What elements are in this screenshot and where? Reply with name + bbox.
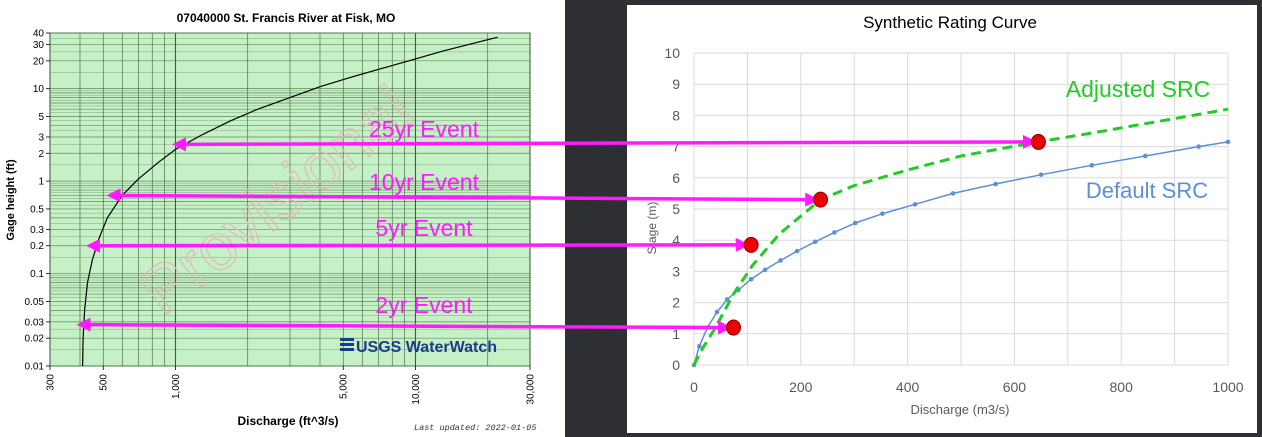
- right-chart-title: Synthetic Rating Curve: [863, 13, 1037, 32]
- right-x-tick-label: 200: [789, 379, 813, 395]
- default-src-point: [832, 230, 837, 235]
- adjusted-src-label: Adjusted SRC: [1066, 76, 1210, 102]
- default-src-point: [697, 343, 702, 349]
- left-y-tick-label: 0.02: [25, 334, 45, 345]
- right-y-tick-label: 7: [672, 139, 680, 155]
- default-src-point: [852, 220, 858, 226]
- left-x-tick-label: 5,000: [339, 374, 350, 399]
- default-src-point: [993, 181, 999, 187]
- right-y-tick-label: 9: [672, 76, 680, 92]
- usgs-logo-text: USGS WaterWatch: [356, 339, 497, 356]
- event-label: 10yr Event: [369, 169, 480, 195]
- left-y-tick-label: 3: [38, 132, 44, 143]
- default-src-line: [693, 141, 1229, 366]
- event-point: [813, 191, 829, 208]
- left-x-tick-label: 10,000: [411, 374, 422, 405]
- right-x-ticks: 0 200 400 600 800 1000: [690, 379, 1244, 395]
- event-point: [1030, 133, 1046, 150]
- left-x-tick-label: 300: [46, 374, 57, 391]
- usgs-logo: USGS WaterWatch: [340, 338, 497, 356]
- right-y-tick-label: 5: [672, 201, 680, 217]
- left-x-tick-label: 500: [99, 374, 110, 391]
- event-arrow: [106, 188, 820, 207]
- left-x-tick-label: 1,000: [171, 374, 182, 399]
- left-y-tick-label: 10: [33, 84, 45, 95]
- right-x-tick-label: 600: [1003, 379, 1027, 395]
- right-y-tick-label: 10: [664, 45, 680, 61]
- usgs-logo-mark: [340, 338, 354, 351]
- default-src-point: [778, 258, 783, 263]
- default-src-point: [1142, 153, 1148, 159]
- right-y-tick-label: 2: [672, 295, 680, 311]
- default-src-point: [762, 267, 768, 273]
- right-chart: Synthetic Rating Curve Stage (m) Dischar…: [645, 13, 1244, 417]
- default-src-point: [812, 239, 818, 245]
- event-label: 25yr Event: [369, 116, 480, 142]
- left-y-tick-label: 0.03: [25, 317, 45, 328]
- default-src-point: [714, 309, 720, 315]
- left-y-tick-label: 0.05: [25, 297, 45, 308]
- right-y-tick-label: 8: [672, 107, 680, 123]
- right-x-tick-label: 1000: [1212, 379, 1243, 395]
- event-label: 5yr Event: [375, 215, 473, 241]
- left-y-tick-label: 2: [38, 149, 44, 160]
- default-src-point: [1225, 139, 1231, 145]
- left-y-tick-label: 5: [38, 112, 44, 123]
- default-src-point: [880, 211, 885, 216]
- default-src-point: [1038, 172, 1044, 177]
- default-src-point: [1089, 163, 1095, 168]
- left-y-tick-label: 40: [33, 29, 45, 40]
- event-point: [726, 319, 742, 336]
- default-src-label: Default SRC: [1086, 178, 1208, 203]
- right-grid: [693, 52, 1229, 366]
- left-y-tick-label: 0.1: [30, 269, 44, 280]
- left-y-tick-label: 0.5: [30, 204, 44, 215]
- event-label: 2yr Event: [375, 292, 473, 318]
- right-panel: [627, 5, 1257, 433]
- events-layer: 25yr Event 10yr Event 5yr Event 2yr Event: [76, 116, 1046, 336]
- left-y-tick-label: 1: [38, 177, 44, 188]
- default-src-point: [950, 191, 956, 196]
- event-arrow: [85, 237, 750, 253]
- right-x-tick-label: 0: [690, 379, 698, 395]
- left-y-tick-label: 30: [33, 40, 45, 51]
- default-src-point: [794, 248, 800, 254]
- default-src-point: [1196, 144, 1201, 149]
- left-chart-title: 07040000 St. Francis River at Fisk, MO: [177, 11, 396, 25]
- right-y-tick-label: 6: [672, 170, 680, 186]
- default-src-point: [724, 297, 730, 302]
- event-point: [743, 236, 759, 253]
- left-x-ticks: 300 500 1,000 5,000 10,000 30,000: [46, 366, 537, 405]
- left-x-tick-label: 30,000: [526, 374, 537, 405]
- event-arrow: [171, 134, 1038, 152]
- default-src-point: [748, 276, 754, 282]
- last-updated: Last updated: 2022-01-05: [414, 423, 536, 433]
- right-y-tick-label: 3: [672, 263, 680, 279]
- right-x-tick-label: 800: [1110, 379, 1134, 395]
- default-src-point: [912, 202, 918, 207]
- left-x-axis-label: Discharge (ft^3/s): [237, 414, 338, 428]
- left-y-tick-label: 0.01: [25, 362, 45, 373]
- right-x-axis-label: Discharge (m3/s): [911, 402, 1010, 417]
- event-arrow: [76, 317, 733, 335]
- right-y-tick-label: 0: [672, 357, 680, 373]
- left-y-axis-label: Gage height (ft): [5, 159, 17, 241]
- left-y-tick-label: 0.3: [30, 225, 44, 236]
- left-y-tick-label: 0.2: [30, 241, 44, 252]
- right-x-tick-label: 400: [896, 379, 920, 395]
- left-y-tick-label: 20: [33, 56, 45, 67]
